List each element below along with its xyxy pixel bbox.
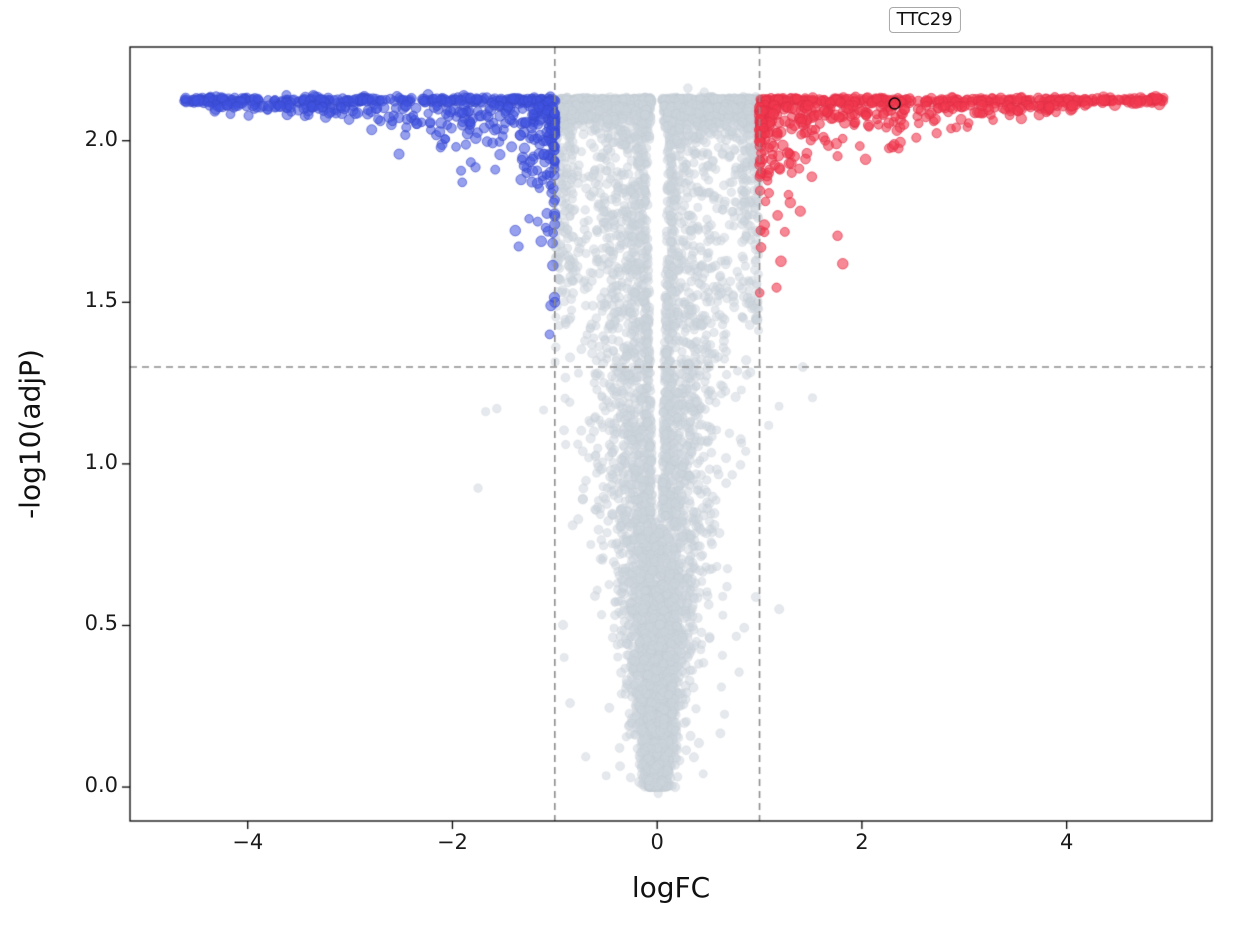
gene-annotation-label: TTC29 — [888, 7, 961, 33]
x-axis-label: logFC — [631, 871, 711, 904]
y-axis-label: -log10(adjP) — [13, 349, 47, 519]
